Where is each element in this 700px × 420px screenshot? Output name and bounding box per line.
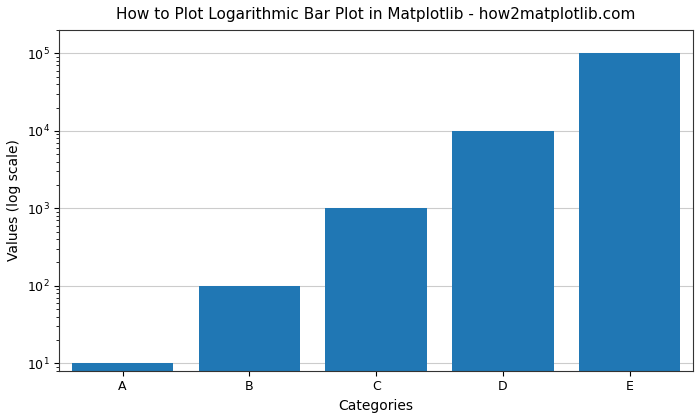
Title: How to Plot Logarithmic Bar Plot in Matplotlib - how2matplotlib.com: How to Plot Logarithmic Bar Plot in Matp…	[116, 7, 636, 22]
Y-axis label: Values (log scale): Values (log scale)	[7, 139, 21, 261]
Bar	[72, 363, 174, 420]
Bar	[199, 286, 300, 420]
Bar	[326, 208, 427, 420]
Bar	[452, 131, 554, 420]
Bar	[579, 53, 680, 420]
X-axis label: Categories: Categories	[339, 399, 414, 413]
